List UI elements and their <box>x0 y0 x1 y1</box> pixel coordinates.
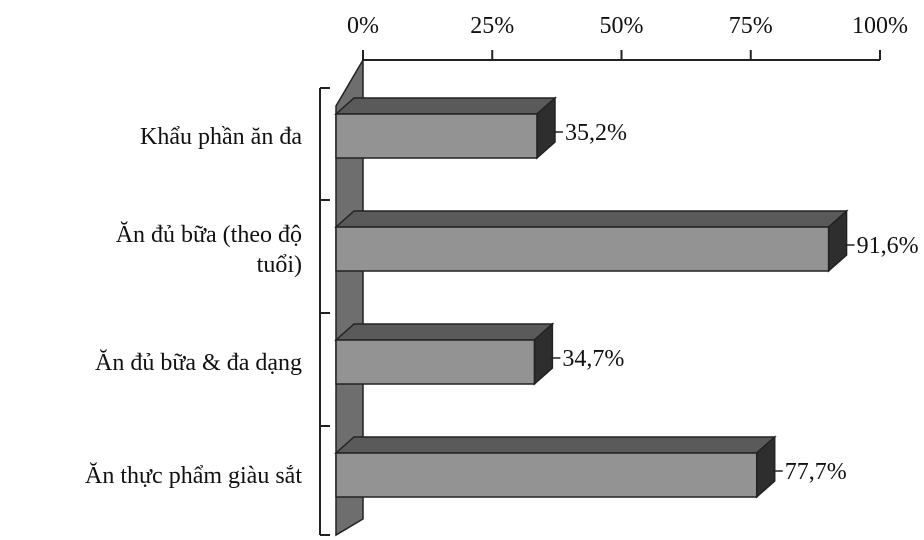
bar-0 <box>334 96 557 160</box>
category-label-2: Ăn đủ bữa & đa dạng <box>95 350 302 376</box>
category-label-1-line-1: tuổi) <box>257 252 302 278</box>
bar-2 <box>334 322 555 386</box>
value-axis: 0% 25% 50% 75% 100% <box>319 13 908 536</box>
bar-front-face <box>335 113 538 159</box>
bar-top-face <box>334 436 777 454</box>
value-label-2: 34,7% <box>562 346 624 372</box>
value-tick-label-3: 75% <box>729 13 773 39</box>
labels: 35,2% Khẩu phần ăn đa 91,6% Ăn đủ bữa (theo… <box>85 120 919 489</box>
bar-top-face <box>334 210 849 228</box>
value-tick-label-2: 50% <box>600 13 644 39</box>
value-label-3: 77,7% <box>785 459 847 485</box>
value-label-0: 35,2% <box>565 120 627 146</box>
bar-front-face <box>335 226 830 272</box>
bars <box>334 96 849 499</box>
bar-3 <box>334 435 777 499</box>
bar-front-face <box>335 452 758 498</box>
category-label-0: Khẩu phần ăn đa <box>140 124 302 150</box>
value-tick-label-1: 25% <box>470 13 514 39</box>
value-tick-label-0: 0% <box>347 13 379 39</box>
value-label-1: 91,6% <box>857 233 919 259</box>
bar-front-face <box>335 339 536 385</box>
category-label-1-line-0: Ăn đủ bữa (theo độ <box>116 222 302 248</box>
bar-top-face <box>334 323 555 341</box>
category-label-3: Ăn thực phẩm giàu sắt <box>85 463 302 489</box>
value-tick-label-4: 100% <box>852 13 908 39</box>
bar-top-face <box>334 97 557 115</box>
bar-1 <box>334 209 849 273</box>
